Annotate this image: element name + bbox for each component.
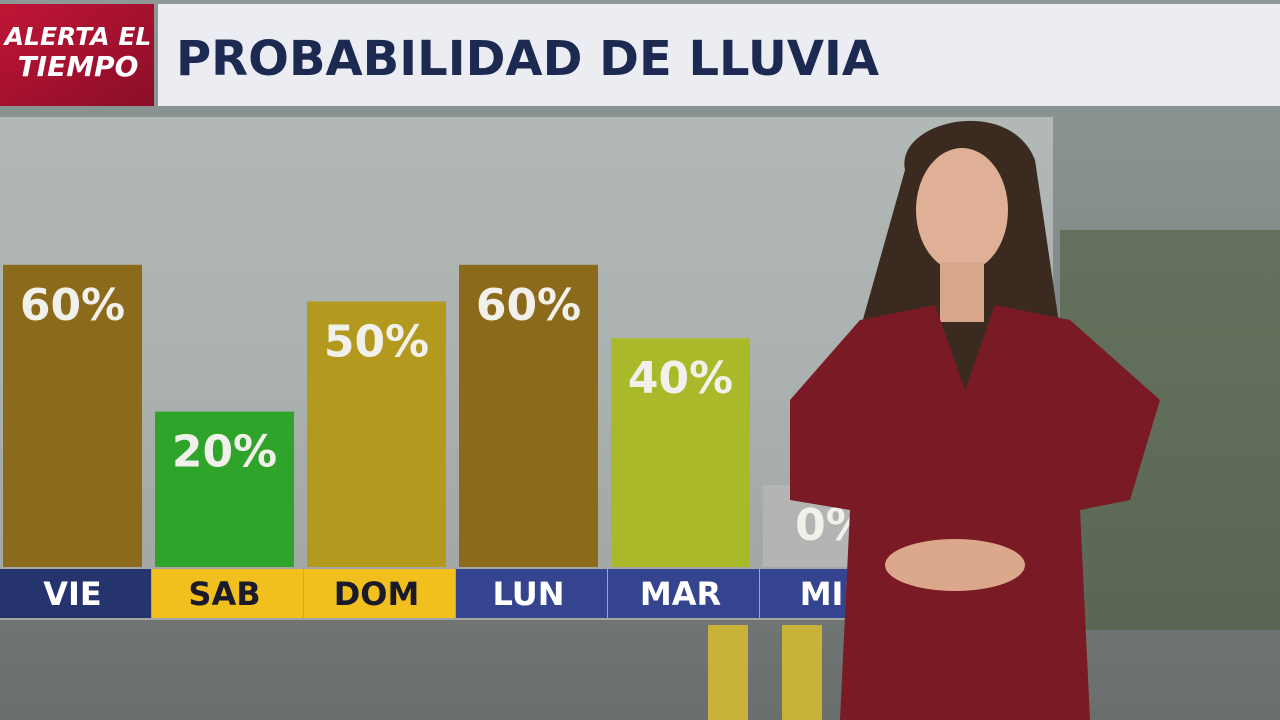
x-tick-label: DOM xyxy=(334,575,420,613)
hands xyxy=(885,539,1025,591)
logo-box xyxy=(0,4,154,106)
bar xyxy=(3,264,142,567)
category-box xyxy=(152,569,303,618)
value-label: 60% xyxy=(20,280,125,331)
neck xyxy=(940,262,984,322)
value-label: 60% xyxy=(476,280,581,331)
x-tick-label: MAR xyxy=(640,575,721,613)
category-box xyxy=(304,569,455,618)
logo-text: TIEMPO xyxy=(18,50,139,83)
dress xyxy=(790,305,1160,720)
presenter xyxy=(790,120,1160,720)
bar xyxy=(459,264,598,567)
chart-title: PROBABILIDAD DE LLUVIA xyxy=(176,31,879,87)
category-box xyxy=(608,569,759,618)
category-box xyxy=(456,569,607,618)
value-label: 20% xyxy=(172,427,277,478)
bar xyxy=(611,338,750,567)
x-tick-label: LUN xyxy=(492,575,564,613)
face xyxy=(916,148,1008,272)
x-tick-label: VIE xyxy=(43,575,102,613)
bar xyxy=(307,301,446,567)
road-line xyxy=(708,625,748,720)
category-box xyxy=(0,569,151,618)
value-label: 40% xyxy=(628,353,733,404)
value-label: 50% xyxy=(324,317,429,368)
x-tick-label: SAB xyxy=(188,575,260,613)
logo-text: ALERTA EL xyxy=(3,22,152,51)
road-line xyxy=(782,625,822,720)
title-bar xyxy=(158,4,1280,106)
bar xyxy=(155,411,294,567)
